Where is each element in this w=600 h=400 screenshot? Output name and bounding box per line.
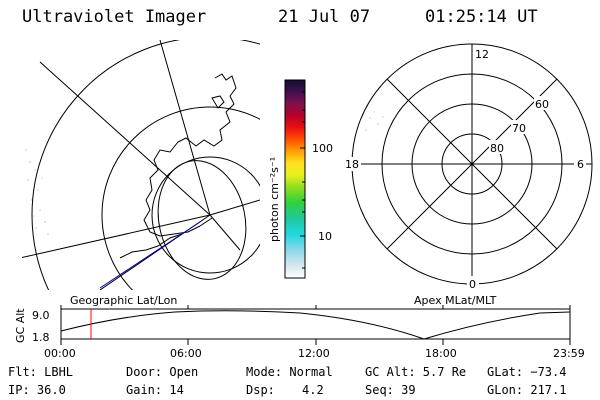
mlt-label-12: 12 bbox=[475, 48, 489, 61]
dsp-label: Dsp: bbox=[246, 383, 275, 397]
lat-circle-mid bbox=[101, 106, 260, 290]
dsp-value: 4.2 bbox=[302, 383, 324, 397]
mlat-label-70: 70 bbox=[512, 122, 526, 135]
lat-circle-outer bbox=[31, 40, 260, 290]
orbit-plot bbox=[60, 305, 571, 345]
door-readout: Door: Open bbox=[126, 365, 199, 379]
polar-labels bbox=[343, 46, 586, 290]
gc-alt-readout: GC Alt: 5.7 Re bbox=[365, 365, 467, 379]
lat-circle-inner bbox=[151, 156, 260, 274]
mlt-label-0: 0 bbox=[469, 278, 476, 291]
glat-readout: GLat: −73.4 bbox=[487, 365, 567, 379]
orbit-x-tick-0000: 00:00 bbox=[44, 347, 76, 360]
faint-emission-speckle bbox=[25, 149, 49, 235]
observation-date: 21 Jul 07 bbox=[278, 7, 371, 27]
mlat-label-80: 80 bbox=[490, 142, 504, 155]
coastline-2 bbox=[199, 217, 213, 227]
app-title: Ultraviolet Imager bbox=[22, 7, 207, 27]
filter-readout: Flt: LBHL bbox=[8, 365, 74, 379]
colorbar-tick-100: 100 bbox=[312, 142, 333, 155]
mlt-label-18: 18 bbox=[345, 158, 359, 171]
colorbar bbox=[284, 79, 306, 279]
satellite-track bbox=[99, 221, 201, 289]
orbit-x-tick-0600: 06:00 bbox=[170, 347, 202, 360]
gain-readout: Gain: 14 bbox=[126, 383, 184, 397]
altitude-curve bbox=[60, 310, 571, 340]
colorbar-tick-10: 10 bbox=[318, 230, 332, 243]
orbit-y-label: GC Alt bbox=[14, 308, 27, 343]
polar-map-label: Apex MLat/MLT bbox=[414, 294, 497, 307]
orbit-y-tick-low: 1.8 bbox=[32, 331, 50, 344]
geographic-map-label: Geographic Lat/Lon bbox=[70, 294, 177, 307]
polar-plot bbox=[351, 43, 593, 285]
mode-readout: Mode: Normal bbox=[246, 365, 333, 379]
coastline bbox=[143, 73, 237, 237]
orbit-x-tick-1800: 18:00 bbox=[425, 347, 457, 360]
geographic-map bbox=[22, 40, 260, 290]
observation-time: 01:25:14 UT bbox=[425, 7, 538, 27]
orbit-y-tick-high: 9.0 bbox=[32, 309, 50, 322]
ip-readout: IP: 36.0 bbox=[8, 383, 66, 397]
fov-ellipse bbox=[157, 160, 247, 280]
orbit-x-tick-2359: 23:59 bbox=[553, 347, 585, 360]
glon-readout: GLon: 217.1 bbox=[487, 383, 567, 397]
mlt-label-6: 6 bbox=[577, 158, 584, 171]
mlat-label-60: 60 bbox=[535, 98, 549, 111]
seq-readout: Seq: 39 bbox=[365, 383, 416, 397]
coastline-3 bbox=[119, 233, 183, 259]
faint-emission-speckle-2 bbox=[365, 111, 384, 131]
colorbar-unit-label: photon cm⁻²s⁻¹ bbox=[268, 157, 281, 242]
coastline-4 bbox=[211, 95, 225, 109]
orbit-x-tick-1200: 12:00 bbox=[298, 347, 330, 360]
